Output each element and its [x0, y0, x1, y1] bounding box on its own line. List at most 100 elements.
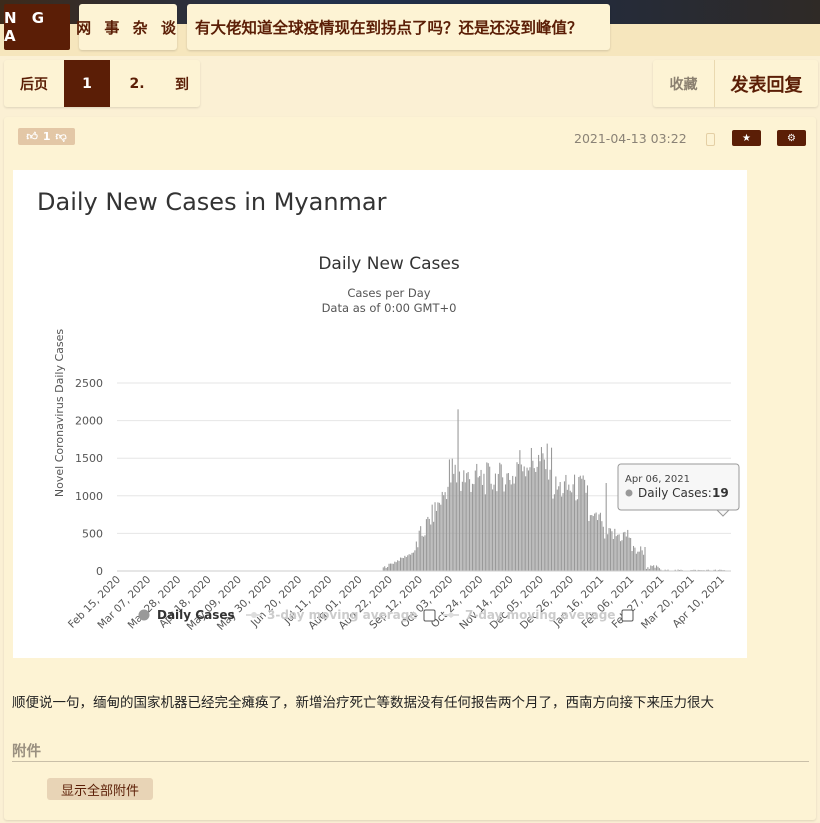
bar[interactable] — [640, 546, 642, 571]
bar[interactable] — [562, 493, 564, 571]
bar[interactable] — [471, 483, 473, 571]
bar[interactable] — [402, 558, 404, 571]
bar[interactable] — [584, 479, 586, 571]
bar[interactable] — [618, 534, 620, 571]
bar[interactable] — [414, 550, 416, 571]
bar[interactable] — [397, 560, 399, 571]
bar[interactable] — [425, 519, 427, 571]
page-2-button[interactable]: 2. — [129, 75, 145, 92]
legend-7day-average[interactable]: 7-day moving average — [465, 608, 615, 622]
bar[interactable] — [664, 569, 666, 571]
bar[interactable] — [522, 471, 524, 571]
bar[interactable] — [490, 483, 492, 571]
bar[interactable] — [630, 538, 632, 571]
reply-button[interactable]: 发表回复 — [730, 74, 803, 96]
bar[interactable] — [401, 557, 403, 571]
bar[interactable] — [565, 474, 567, 571]
bar[interactable] — [470, 491, 472, 571]
bar[interactable] — [527, 470, 530, 571]
bar[interactable] — [492, 489, 494, 571]
favorite-button[interactable]: 收藏 — [653, 60, 715, 107]
bar[interactable] — [601, 521, 603, 571]
bar[interactable] — [582, 475, 584, 571]
bar[interactable] — [592, 516, 594, 571]
bar[interactable] — [410, 554, 412, 571]
bar[interactable] — [407, 555, 409, 571]
bar[interactable] — [477, 477, 479, 571]
bar[interactable] — [588, 521, 590, 571]
bar[interactable] — [542, 453, 544, 571]
bar[interactable] — [694, 569, 696, 571]
bar[interactable] — [719, 569, 721, 571]
bar[interactable] — [415, 541, 417, 571]
bar[interactable] — [433, 521, 435, 571]
bar[interactable] — [549, 469, 551, 571]
bar[interactable] — [453, 473, 455, 571]
bar[interactable] — [648, 568, 650, 571]
bar[interactable] — [631, 551, 633, 571]
bar[interactable] — [654, 567, 656, 571]
bar[interactable] — [493, 484, 495, 571]
breadcrumb-topic[interactable]: 有大佬知道全球疫情现在到拐点了吗？还是还没到峰值？ — [187, 4, 610, 50]
bar[interactable] — [438, 502, 440, 571]
bar[interactable] — [650, 565, 652, 571]
bar[interactable] — [398, 560, 400, 571]
bar[interactable] — [638, 551, 640, 571]
bar[interactable] — [552, 498, 554, 571]
bar[interactable] — [435, 510, 438, 571]
bar[interactable] — [644, 547, 646, 571]
bar[interactable] — [448, 459, 450, 571]
bar[interactable] — [615, 536, 617, 571]
bar[interactable] — [440, 504, 442, 571]
bar[interactable] — [602, 526, 604, 571]
current-page[interactable]: 1 — [64, 60, 110, 107]
bar[interactable] — [680, 569, 682, 571]
bar[interactable] — [617, 534, 619, 571]
bar[interactable] — [388, 563, 390, 571]
bar[interactable] — [558, 486, 560, 571]
bar[interactable] — [576, 499, 578, 571]
bar[interactable] — [609, 528, 612, 571]
bar[interactable] — [539, 461, 541, 571]
bar[interactable] — [575, 500, 577, 571]
bar[interactable] — [466, 473, 468, 571]
legend-3day-checkbox[interactable] — [423, 609, 436, 622]
bar[interactable] — [515, 476, 517, 571]
bar[interactable] — [434, 502, 436, 571]
bar[interactable] — [476, 463, 478, 571]
bar[interactable] — [611, 531, 613, 571]
bar[interactable] — [431, 504, 433, 571]
bar[interactable] — [461, 481, 463, 571]
bar[interactable] — [430, 524, 432, 571]
bar[interactable] — [512, 475, 514, 571]
bar[interactable] — [634, 547, 636, 571]
bar[interactable] — [463, 470, 465, 571]
bar[interactable] — [674, 569, 676, 571]
bar[interactable] — [538, 454, 540, 571]
bar[interactable] — [483, 473, 485, 571]
bar[interactable] — [458, 471, 461, 571]
bar[interactable] — [412, 552, 415, 571]
bar[interactable] — [474, 470, 476, 571]
bar[interactable] — [620, 541, 622, 571]
bar[interactable] — [536, 466, 538, 571]
bar[interactable] — [421, 535, 423, 571]
legend-3day-average[interactable]: 3-day moving average — [267, 608, 417, 622]
bar[interactable] — [624, 531, 626, 571]
bar[interactable] — [533, 468, 535, 571]
bar[interactable] — [653, 565, 655, 571]
bar[interactable] — [645, 568, 647, 571]
bar[interactable] — [446, 499, 448, 571]
thumbs-up-icon[interactable]: 👍︎ — [26, 130, 38, 143]
bar[interactable] — [509, 479, 511, 571]
bar[interactable] — [394, 561, 396, 571]
bar[interactable] — [561, 496, 563, 571]
bar[interactable] — [556, 489, 558, 571]
bar[interactable] — [530, 447, 532, 571]
settings-button[interactable]: ⚙ — [777, 130, 806, 146]
bar[interactable] — [658, 568, 660, 571]
bar[interactable] — [595, 512, 597, 571]
bar[interactable] — [443, 495, 445, 571]
bar[interactable] — [585, 492, 587, 571]
bar[interactable] — [647, 567, 649, 571]
